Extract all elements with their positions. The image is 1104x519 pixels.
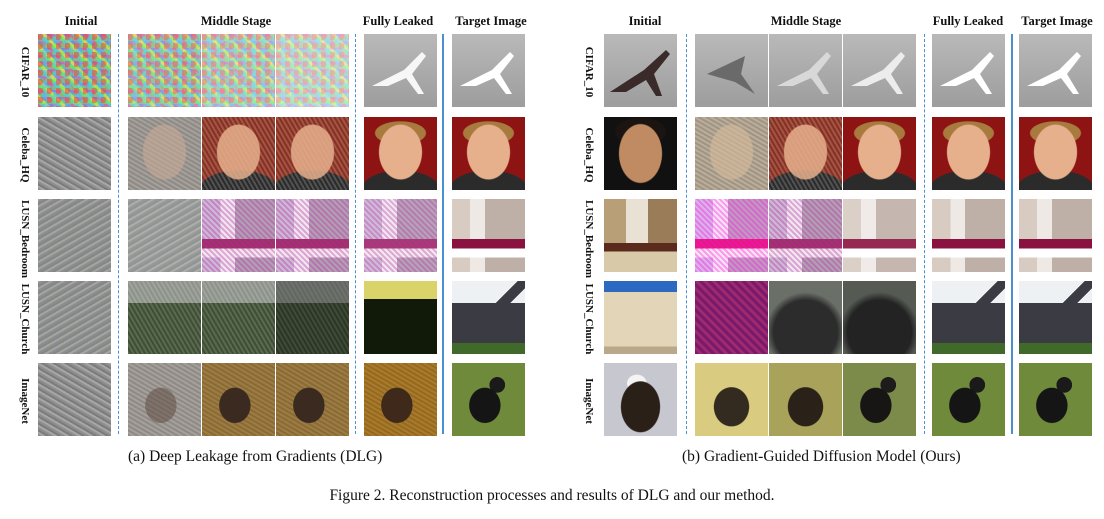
- panel-dlg: Initial Middle Stage Fully Leaked Target…: [0, 0, 540, 470]
- row-label: Celeba_HQ: [19, 127, 31, 183]
- image-tile: [452, 281, 525, 354]
- plane-icon: [707, 56, 755, 94]
- col-header-target: Target Image: [455, 14, 527, 28]
- image-tile: [604, 281, 677, 354]
- image-tile: [932, 117, 1005, 190]
- image-tile: [364, 363, 437, 436]
- image-tile: [604, 363, 677, 436]
- image-tile: [202, 117, 275, 190]
- image-tile: [604, 117, 677, 190]
- image-tile: [128, 117, 201, 190]
- col-header-leaked: Fully Leaked: [362, 14, 434, 28]
- image-tile: [128, 199, 201, 272]
- image-tile: [932, 281, 1005, 354]
- image-tile: [128, 281, 201, 354]
- image-tile: [364, 199, 437, 272]
- row-label: CIFAR_10: [583, 46, 595, 98]
- image-tile: [276, 199, 349, 272]
- image-tile: [1019, 34, 1092, 107]
- col-header-initial: Initial: [64, 14, 98, 28]
- plane-icon: [777, 52, 831, 94]
- image-tile: [452, 34, 525, 107]
- image-tile: [932, 199, 1005, 272]
- row-label: CIFAR_10: [19, 46, 31, 98]
- row-label: LUSN_Church: [19, 283, 31, 355]
- image-tile: [364, 281, 437, 354]
- plane-icon: [372, 52, 426, 94]
- image-tile: [1019, 281, 1092, 354]
- image-tile: [769, 117, 842, 190]
- image-tile: [128, 363, 201, 436]
- divider-solid: [1011, 34, 1013, 434]
- col-header-leaked: Fully Leaked: [932, 14, 1004, 28]
- image-tile: [452, 117, 525, 190]
- row-label: ImageNet: [19, 378, 31, 424]
- divider-dashed: [686, 34, 687, 434]
- plane-icon: [460, 52, 514, 94]
- row-label: LUSN_Church: [583, 283, 595, 355]
- image-tile: [932, 34, 1005, 107]
- col-header-middle: Middle Stage: [770, 14, 842, 28]
- image-tile: [769, 199, 842, 272]
- panel-ours: Initial Middle Stage Fully Leaked Target…: [564, 0, 1104, 470]
- image-tile: [38, 117, 111, 190]
- image-tile: [276, 34, 349, 107]
- image-tile: [128, 34, 201, 107]
- image-tile: [452, 363, 525, 436]
- row-label: LUSN_Bedroom: [583, 200, 595, 279]
- image-tile: [695, 363, 768, 436]
- image-tile: [1019, 117, 1092, 190]
- divider-dashed: [118, 34, 119, 434]
- image-tile: [843, 281, 916, 354]
- image-tile: [695, 34, 768, 107]
- plane-icon: [1027, 52, 1081, 94]
- image-tile: [1019, 363, 1092, 436]
- image-tile: [38, 363, 111, 436]
- image-tile: [38, 281, 111, 354]
- image-tile: [843, 34, 916, 107]
- image-tile: [843, 363, 916, 436]
- image-tile: [202, 199, 275, 272]
- divider-solid: [442, 34, 444, 434]
- image-tile: [202, 363, 275, 436]
- image-tile: [695, 281, 768, 354]
- image-tile: [932, 363, 1005, 436]
- image-tile: [202, 34, 275, 107]
- plane-icon: [610, 50, 670, 96]
- subcaption-a: (a) Deep Leakage from Gradients (DLG): [128, 448, 383, 465]
- image-tile: [695, 117, 768, 190]
- image-tile: [364, 117, 437, 190]
- image-tile: [276, 281, 349, 354]
- row-label: LUSN_Bedroom: [19, 200, 31, 279]
- image-tile: [38, 34, 111, 107]
- image-tile: [452, 199, 525, 272]
- image-tile: [843, 117, 916, 190]
- row-label: Celeba_HQ: [583, 127, 595, 183]
- image-tile: [276, 363, 349, 436]
- figure-caption: Figure 2. Reconstruction processes and r…: [329, 487, 775, 504]
- image-tile: [38, 199, 111, 272]
- image-tile: [364, 34, 437, 107]
- divider-dashed: [924, 34, 925, 434]
- image-tile: [604, 199, 677, 272]
- col-header-target: Target Image: [1021, 14, 1093, 28]
- image-tile: [769, 34, 842, 107]
- plane-icon: [851, 52, 905, 94]
- image-tile: [276, 117, 349, 190]
- col-header-initial: Initial: [628, 14, 662, 28]
- image-tile: [695, 199, 768, 272]
- image-tile: [202, 281, 275, 354]
- image-tile: [1019, 199, 1092, 272]
- image-tile: [769, 281, 842, 354]
- divider-dashed: [355, 34, 356, 434]
- subcaption-b: (b) Gradient-Guided Diffusion Model (Our…: [682, 448, 961, 465]
- image-tile: [769, 363, 842, 436]
- plane-icon: [940, 52, 994, 94]
- image-tile: [604, 34, 677, 107]
- image-tile: [843, 199, 916, 272]
- col-header-middle: Middle Stage: [200, 14, 272, 28]
- row-label: ImageNet: [583, 378, 595, 424]
